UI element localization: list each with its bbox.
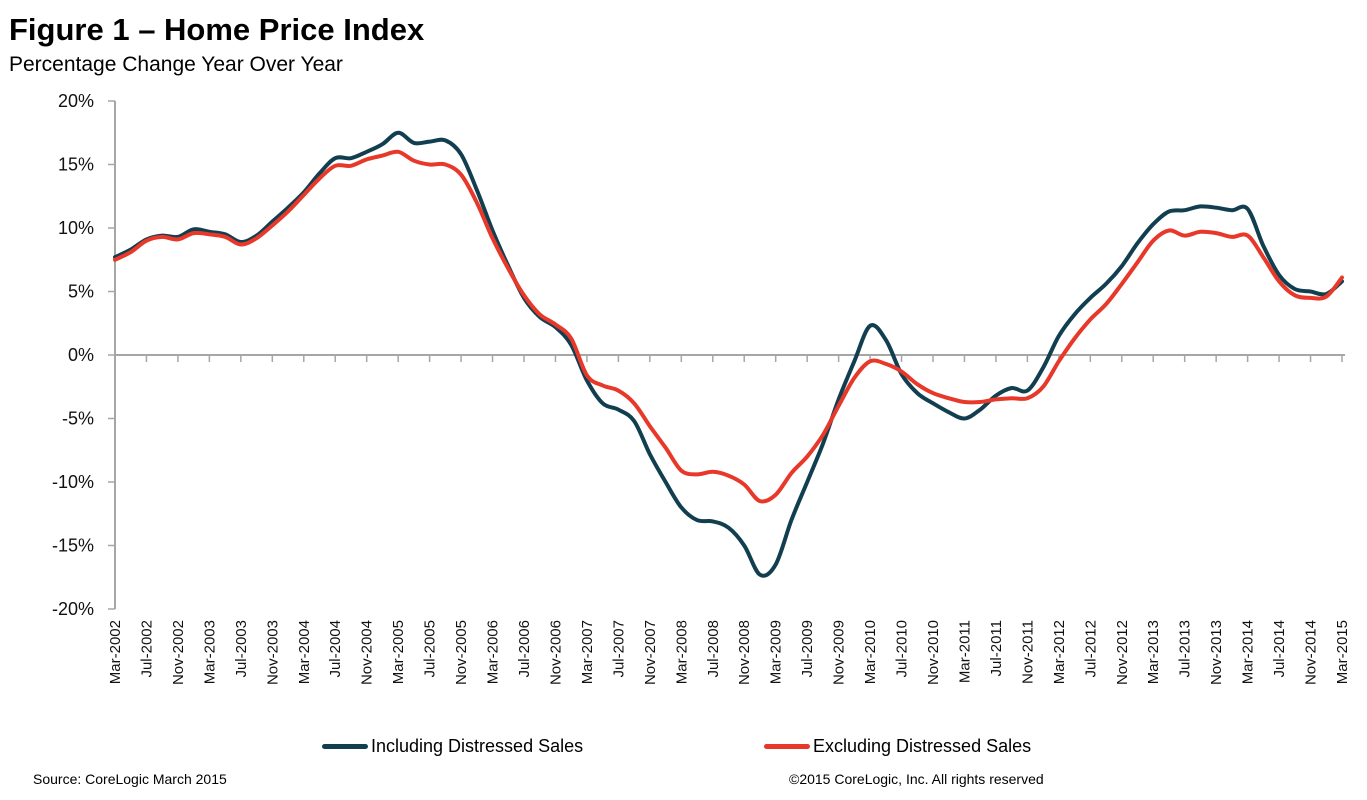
- x-tick-label: Jul-2003: [233, 620, 250, 678]
- y-tick-label: -20%: [52, 599, 94, 619]
- y-tick-label: 10%: [58, 218, 94, 238]
- y-tick-label: -10%: [52, 472, 94, 492]
- y-tick-label: 5%: [68, 282, 94, 302]
- y-tick-label: 15%: [58, 155, 94, 175]
- legend-swatch-including: [322, 744, 368, 749]
- x-tick-label: Jul-2014: [1271, 620, 1288, 678]
- x-tick-label: Nov-2014: [1303, 620, 1320, 685]
- x-tick-label: Mar-2005: [390, 620, 407, 684]
- x-tick-label: Mar-2010: [862, 620, 879, 684]
- chart-title: Figure 1 – Home Price Index: [9, 12, 425, 47]
- x-tick-label: Jul-2010: [894, 620, 911, 678]
- x-tick-label: Jul-2002: [138, 620, 155, 678]
- x-tick-label: Mar-2002: [107, 620, 124, 684]
- y-tick-label: -15%: [52, 536, 94, 556]
- x-tick-label: Nov-2008: [736, 620, 753, 685]
- x-tick-label: Jul-2009: [799, 620, 816, 678]
- legend-item-including: Including Distressed Sales: [322, 736, 583, 757]
- x-tick-label: Nov-2010: [925, 620, 942, 685]
- x-tick-label: Mar-2007: [579, 620, 596, 684]
- x-tick-label: Mar-2009: [768, 620, 785, 684]
- y-tick-label: 0%: [68, 345, 94, 365]
- x-tick-label: Nov-2004: [359, 620, 376, 685]
- legend-label-including: Including Distressed Sales: [371, 736, 584, 756]
- x-tick-label: Mar-2014: [1240, 620, 1257, 684]
- x-tick-label: Mar-2012: [1051, 620, 1068, 684]
- x-tick-label: Jul-2008: [705, 620, 722, 678]
- legend-swatch-excluding: [764, 744, 810, 749]
- chart-subtitle: Percentage Change Year Over Year: [9, 53, 343, 76]
- series-line-including: [113, 130, 1344, 578]
- x-tick-label: Nov-2011: [1019, 620, 1036, 684]
- x-tick-label: Mar-2006: [485, 620, 502, 684]
- x-tick-label: Jul-2004: [327, 620, 344, 678]
- x-tick-label: Mar-2004: [296, 620, 313, 684]
- x-tick-label: Mar-2011: [956, 620, 973, 683]
- x-tick-label: Mar-2008: [673, 620, 690, 684]
- x-tick-label: Nov-2012: [1114, 620, 1131, 685]
- x-tick-label: Mar-2003: [201, 620, 218, 684]
- copyright-note: ©2015 CoreLogic, Inc. All rights reserve…: [789, 771, 1044, 787]
- x-tick-label: Jul-2007: [610, 620, 627, 678]
- x-tick-label: Jul-2013: [1177, 620, 1194, 678]
- legend-item-excluding: Excluding Distressed Sales: [764, 736, 1031, 757]
- x-tick-label: Nov-2009: [831, 620, 848, 685]
- x-tick-label: Nov-2002: [170, 620, 187, 685]
- x-tick-label: Mar-2013: [1145, 620, 1162, 684]
- x-tick-label: Jul-2006: [516, 620, 533, 678]
- x-tick-label: Jul-2011: [988, 620, 1005, 676]
- series-line-excluding: [113, 149, 1344, 504]
- x-tick-label: Mar-2015: [1334, 620, 1351, 684]
- x-tick-label: Jul-2005: [422, 620, 439, 678]
- x-tick-label: Nov-2006: [547, 620, 564, 685]
- x-tick-label: Jul-2012: [1082, 620, 1099, 678]
- x-tick-label: Nov-2013: [1208, 620, 1225, 685]
- y-tick-label: 20%: [58, 91, 94, 111]
- x-tick-label: Nov-2007: [642, 620, 659, 685]
- legend-label-excluding: Excluding Distressed Sales: [813, 736, 1032, 756]
- x-tick-label: Nov-2003: [264, 620, 281, 685]
- x-tick-label: Nov-2005: [453, 620, 470, 685]
- source-note: Source: CoreLogic March 2015: [33, 771, 227, 787]
- y-tick-label: -5%: [62, 409, 94, 429]
